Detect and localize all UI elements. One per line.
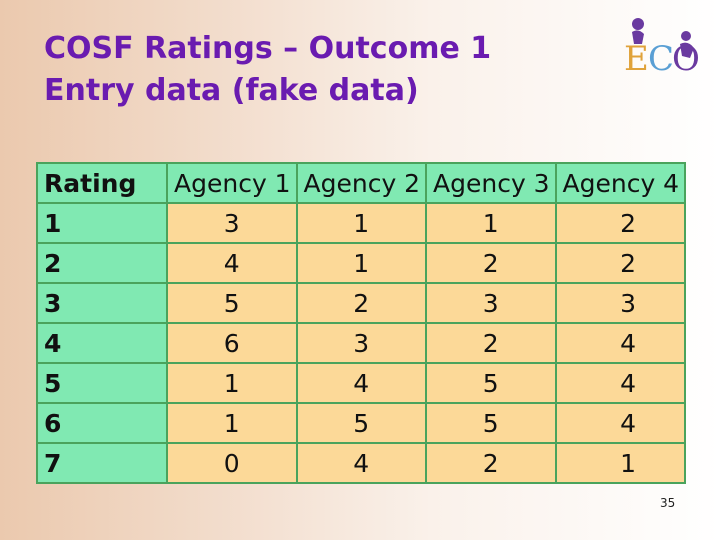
agency-1-cell: 5: [166, 282, 298, 324]
table-header-row: Rating Agency 1 Agency 2 Agency 3 Agency 4: [36, 162, 686, 204]
agency-4-cell: 2: [554, 202, 686, 244]
rating-cell: 2: [36, 242, 168, 284]
agency-3-cell: 1: [425, 202, 557, 244]
slide-title: COSF Ratings – Outcome 1 Entry data (fak…: [44, 28, 564, 112]
agency-2-cell: 5: [295, 402, 427, 444]
agency-2-cell: 2: [295, 282, 427, 324]
rating-cell: 3: [36, 282, 168, 324]
page-number: 35: [660, 496, 676, 510]
header-agency-3: Agency 3: [425, 162, 557, 204]
agency-2-cell: 4: [295, 442, 427, 484]
agency-4-cell: 3: [554, 282, 686, 324]
header-rating: Rating: [36, 162, 168, 204]
agency-2-cell: 3: [295, 322, 427, 364]
agency-2-cell: 4: [295, 362, 427, 404]
agency-3-cell: 5: [425, 402, 557, 444]
agency-3-cell: 5: [425, 362, 557, 404]
header-agency-1: Agency 1: [166, 162, 298, 204]
agency-3-cell: 3: [425, 282, 557, 324]
svg-text:C: C: [648, 39, 674, 79]
header-agency-2: Agency 2: [295, 162, 427, 204]
agency-4-cell: 1: [554, 442, 686, 484]
rating-cell: 7: [36, 442, 168, 484]
agency-2-cell: 1: [295, 202, 427, 244]
title-line-1: COSF Ratings – Outcome 1: [44, 31, 492, 66]
agency-4-cell: 2: [554, 242, 686, 284]
agency-4-cell: 4: [554, 322, 686, 364]
agency-1-cell: 0: [166, 442, 298, 484]
agency-1-cell: 6: [166, 322, 298, 364]
agency-3-cell: 2: [425, 322, 557, 364]
agency-1-cell: 3: [166, 202, 298, 244]
svg-text:E: E: [624, 39, 649, 79]
title-line-2: Entry data (fake data): [44, 73, 419, 108]
rating-cell: 6: [36, 402, 168, 444]
agency-4-cell: 4: [554, 402, 686, 444]
svg-text:O: O: [672, 39, 700, 79]
agency-3-cell: 2: [425, 242, 557, 284]
rating-cell: 4: [36, 322, 168, 364]
rating-cell: 5: [36, 362, 168, 404]
rating-cell: 1: [36, 202, 168, 244]
agency-3-cell: 2: [425, 442, 557, 484]
agency-1-cell: 1: [166, 362, 298, 404]
agency-1-cell: 1: [166, 402, 298, 444]
eco-logo: E C O: [624, 18, 700, 79]
agency-2-cell: 1: [295, 242, 427, 284]
agency-4-cell: 4: [554, 362, 686, 404]
header-agency-4: Agency 4: [554, 162, 686, 204]
agency-1-cell: 4: [166, 242, 298, 284]
